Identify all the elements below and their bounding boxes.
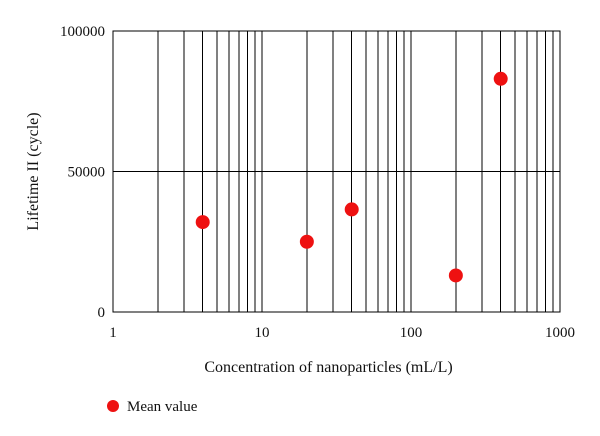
- x-axis-title: Concentration of nanoparticles (mL/L): [204, 359, 452, 376]
- y-tick-label: 0: [98, 305, 106, 321]
- data-points: [195, 71, 508, 283]
- x-tick-label: 10: [255, 325, 270, 341]
- data-point: [195, 215, 210, 230]
- data-point: [344, 202, 359, 217]
- legend-label: Mean value: [127, 399, 198, 415]
- grid: [112, 30, 561, 313]
- data-point: [448, 268, 463, 283]
- legend: Mean value: [107, 399, 198, 415]
- plot-frame: [112, 30, 561, 313]
- data-point: [299, 234, 314, 249]
- x-tick-label: 100: [400, 325, 423, 341]
- y-axis-title: Lifetime II (cycle): [25, 112, 42, 230]
- x-tick-label: 1: [109, 325, 117, 341]
- y-tick-label: 100000: [60, 24, 105, 40]
- legend-marker: [107, 400, 119, 412]
- data-point: [493, 71, 508, 86]
- y-tick-label: 50000: [68, 165, 106, 181]
- tick-labels: 1 10 100 1000 0 50000 100000: [60, 24, 575, 341]
- x-tick-label: 1000: [545, 325, 575, 341]
